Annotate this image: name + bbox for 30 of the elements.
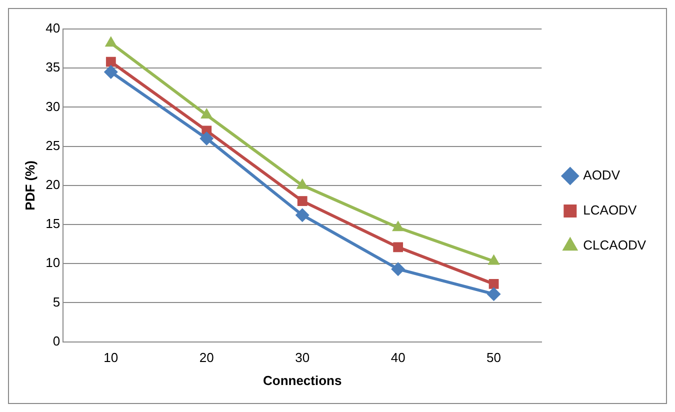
y-tick-label: 30	[46, 98, 60, 114]
y-tick-label: 40	[46, 20, 60, 36]
point	[488, 278, 499, 289]
y-tick-label: 20	[46, 176, 60, 192]
x-tick-label: 10	[104, 350, 118, 366]
y-tick-label: 15	[46, 216, 60, 232]
legend-label: AODV	[583, 168, 620, 183]
legend-label: LCAODV	[583, 202, 637, 218]
x-axis-title: Connections	[262, 372, 342, 388]
y-axis-title: PDF (%)	[22, 160, 38, 210]
x-tick-label: 50	[486, 350, 502, 366]
point	[486, 287, 501, 302]
y-tick-label: 25	[46, 138, 60, 153]
y-tick-label: 5	[52, 294, 60, 310]
y-tick-label: 10	[46, 255, 60, 270]
x-tick-label: 40	[390, 350, 406, 366]
point	[106, 56, 116, 67]
y-tick-label: 0	[52, 333, 60, 348]
x-tick-label: 30	[295, 350, 310, 366]
point	[295, 208, 310, 222]
y-tick-label: 35	[46, 60, 60, 75]
point	[393, 242, 404, 252]
point	[391, 262, 406, 276]
point	[104, 65, 118, 80]
legend-label: CLCAODV	[583, 238, 646, 253]
point	[104, 36, 117, 47]
point	[297, 196, 308, 206]
point	[200, 131, 214, 146]
point	[200, 108, 213, 119]
x-tick-label: 20	[199, 350, 214, 366]
